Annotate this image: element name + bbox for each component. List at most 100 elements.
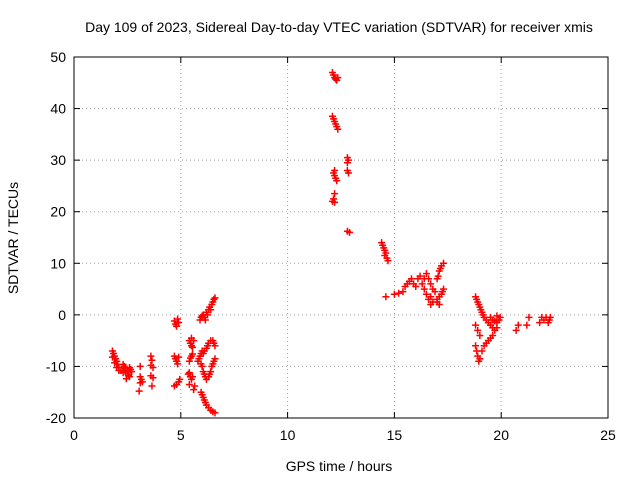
plot-frame <box>73 56 609 419</box>
data-point <box>476 331 484 339</box>
data-point <box>189 350 197 358</box>
data-point <box>425 275 433 283</box>
y-axis-label: SDTVAR / TECUs <box>5 182 21 294</box>
data-point <box>198 362 206 370</box>
data-point <box>149 363 157 371</box>
data-point <box>523 321 531 329</box>
data-point <box>189 373 197 381</box>
data-point <box>476 355 484 363</box>
y-tick-label: 20 <box>50 204 66 220</box>
x-tick-label: 5 <box>177 427 185 443</box>
y-tick-label: 30 <box>50 152 66 168</box>
data-point <box>395 289 403 297</box>
data-point <box>536 319 544 327</box>
data-point <box>124 368 132 376</box>
data-point <box>136 379 144 387</box>
data-point <box>173 322 181 330</box>
data-point <box>422 290 430 298</box>
data-point <box>489 331 497 339</box>
data-point <box>440 285 448 293</box>
data-point <box>412 282 420 290</box>
data-point <box>407 275 415 283</box>
data-point <box>211 342 219 350</box>
data-point <box>204 311 211 319</box>
data-point <box>427 280 435 288</box>
data-point <box>344 169 352 177</box>
data-point <box>427 293 435 301</box>
data-point <box>420 285 428 293</box>
data-point <box>525 313 533 321</box>
data-point <box>418 280 426 288</box>
data-point <box>187 334 195 342</box>
y-tick-label: 40 <box>50 101 66 117</box>
data-point <box>191 382 199 390</box>
data-point <box>147 352 155 360</box>
data-point <box>211 355 219 363</box>
x-tick-label: 25 <box>600 427 616 443</box>
data-point <box>111 359 119 367</box>
data-point <box>189 343 197 351</box>
data-point <box>546 313 554 321</box>
data-point <box>422 270 430 278</box>
data-point <box>175 353 183 361</box>
data-point <box>472 321 480 329</box>
data-point <box>382 293 390 301</box>
data-point <box>190 386 198 394</box>
data-point <box>176 375 184 383</box>
data-point <box>434 272 442 280</box>
data-point <box>210 295 218 303</box>
data-point <box>514 321 522 329</box>
data-point <box>148 382 156 390</box>
data-point <box>149 374 157 382</box>
data-point <box>135 387 143 395</box>
data-point <box>474 326 482 334</box>
data-point <box>496 313 504 321</box>
x-tick-label: 20 <box>493 427 509 443</box>
data-point <box>148 356 156 364</box>
data-point <box>435 301 443 309</box>
data-point <box>512 326 520 334</box>
data-point <box>334 74 342 82</box>
data-point <box>333 177 341 185</box>
data-point <box>390 290 398 298</box>
data-point <box>185 369 193 377</box>
data-point <box>174 315 182 323</box>
data-point <box>207 368 215 376</box>
y-tick-label: -20 <box>46 410 66 426</box>
data-point <box>334 125 342 133</box>
data-point <box>331 190 339 198</box>
data-point <box>175 319 183 327</box>
data-point <box>201 316 209 324</box>
data-point <box>472 342 480 350</box>
x-tick-label: 10 <box>280 427 296 443</box>
data-point <box>187 342 195 350</box>
y-tick-label: -10 <box>46 358 66 374</box>
y-tick-label: 10 <box>50 255 66 271</box>
data-point <box>493 312 501 320</box>
x-tick-label: 0 <box>70 427 78 443</box>
chart-title: Day 109 of 2023, Sidereal Day-to-day VTE… <box>85 19 593 35</box>
data-point <box>331 198 339 206</box>
data-point <box>346 228 354 236</box>
data-point <box>211 409 219 417</box>
x-tick-label: 15 <box>387 427 403 443</box>
data-point <box>384 257 392 265</box>
data-point <box>416 272 424 280</box>
data-point <box>115 367 123 375</box>
y-tick-label: 0 <box>58 307 66 323</box>
data-point <box>440 259 448 267</box>
data-point <box>122 375 130 383</box>
data-point <box>108 353 116 361</box>
data-point <box>207 306 215 314</box>
data-point <box>136 362 144 370</box>
data-points <box>108 68 554 417</box>
axis-ticks: 0 5 10 15 20 25 -20 -10 0 10 20 30 40 50 <box>46 49 616 443</box>
data-point <box>185 380 193 388</box>
data-point <box>478 347 486 355</box>
data-point <box>431 288 439 296</box>
gridlines <box>74 57 608 418</box>
data-point <box>185 357 193 365</box>
data-point <box>381 252 389 260</box>
